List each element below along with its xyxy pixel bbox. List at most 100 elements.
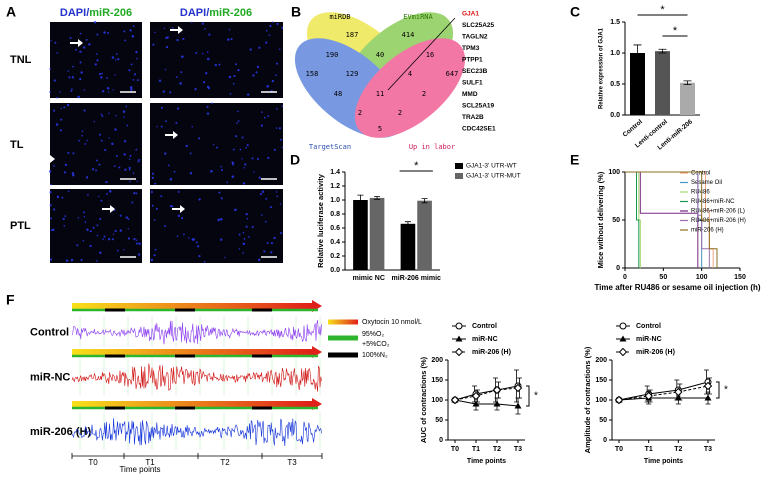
nucleus: [151, 204, 154, 207]
nucleus: [238, 233, 241, 236]
x-label: Time points: [119, 465, 160, 474]
y-tick-label: 100: [608, 169, 620, 176]
nucleus: [109, 190, 112, 193]
bar: [369, 197, 385, 270]
nucleus: [259, 193, 262, 196]
error-bar: [683, 80, 692, 86]
header: DAPI/miR-206: [60, 7, 132, 19]
nucleus: [256, 157, 260, 161]
legend-label: Sesame Oil: [691, 180, 722, 186]
nucleus: [152, 43, 155, 46]
nucleus: [243, 237, 246, 240]
nucleus: [79, 61, 82, 64]
nucleus: [129, 154, 132, 157]
y-tick-label: 150: [595, 377, 607, 384]
nucleus: [112, 89, 115, 91]
nucleus: [129, 180, 131, 183]
set-label: Up in labor: [409, 143, 455, 151]
bar: [655, 51, 670, 115]
nucleus: [260, 124, 263, 127]
nucleus: [206, 57, 210, 61]
venn-count: 647: [446, 70, 459, 78]
nucleus: [125, 105, 128, 108]
nucleus: [135, 192, 138, 195]
stain: DAPI/: [60, 7, 89, 19]
annotation: *: [414, 160, 419, 172]
legend-swatch: [328, 335, 358, 341]
gene: TPM3: [462, 45, 480, 52]
bar: [353, 200, 368, 270]
nucleus: [220, 197, 223, 200]
nucleus: [257, 258, 261, 262]
marker: [674, 387, 683, 397]
nucleus: [106, 76, 109, 79]
nucleus: [245, 146, 248, 149]
nucleus: [96, 59, 99, 62]
nucleus: [132, 25, 135, 28]
nucleus: [115, 114, 117, 117]
nucleus: [275, 127, 278, 129]
step-line: [625, 171, 640, 268]
nucleus: [206, 112, 210, 115]
nucleus: [154, 182, 157, 185]
nucleus: [85, 38, 88, 41]
nucleus: [123, 30, 126, 33]
y-tick-label: 0: [439, 437, 443, 444]
nucleus: [50, 229, 53, 232]
nucleus: [85, 176, 89, 179]
legend-label: Control: [691, 171, 710, 177]
nucleus: [249, 48, 252, 51]
line: [454, 387, 519, 401]
marker: [513, 383, 523, 393]
bar: [630, 53, 645, 115]
venn-counts: 187 414 190 40 16 158 129 4 647 48 11 2 2 2 5: [306, 31, 459, 133]
nucleus: [83, 89, 86, 91]
nucleus: [267, 156, 270, 159]
oxytocin-bar: [72, 401, 312, 407]
nucleus: [107, 31, 110, 34]
bracket: [526, 385, 530, 407]
nucleus: [80, 71, 83, 74]
nucleus: [201, 22, 204, 25]
nucleus: [107, 238, 111, 241]
nucleus: [89, 230, 92, 233]
nucleus: [275, 191, 278, 193]
nucleus: [210, 169, 213, 173]
nucleus: [235, 135, 238, 138]
marker: [703, 381, 713, 391]
arrow: [42, 155, 55, 163]
nucleus: [81, 134, 83, 137]
nucleus: [130, 63, 133, 66]
nucleus: [83, 46, 86, 49]
nucleus: [103, 235, 106, 238]
nucleus: [129, 29, 132, 32]
nucleus: [135, 242, 138, 245]
nucleus: [64, 163, 68, 167]
nucleus: [122, 110, 126, 113]
nucleus: [99, 251, 102, 254]
y-tick-label: 100: [431, 397, 443, 404]
nucleus: [251, 157, 254, 160]
nucleus: [101, 72, 103, 75]
legend-label: RU486+miR-NC: [691, 199, 735, 205]
nucleus: [93, 20, 97, 24]
nucleus: [245, 225, 248, 228]
x-axis-label: Time points: [644, 458, 683, 465]
nucleus: [258, 46, 261, 49]
nucleus: [228, 75, 232, 79]
nucleus: [49, 68, 51, 70]
arrow: [170, 26, 183, 34]
nucleus: [96, 159, 98, 162]
nucleus: [242, 231, 245, 234]
oxytocin-bar: [72, 303, 312, 309]
nucleus: [96, 224, 99, 227]
nucleus: [60, 107, 62, 110]
nucleus: [181, 217, 184, 220]
y-tick-label: 1.5: [610, 19, 620, 26]
nucleus: [241, 136, 244, 139]
y-tick-label: 0.5: [610, 81, 620, 88]
y-tick-label: 0: [603, 437, 607, 444]
period-label: T3: [287, 458, 297, 467]
row-label: miR-206 (H): [30, 426, 91, 438]
nucleus: [164, 152, 167, 155]
